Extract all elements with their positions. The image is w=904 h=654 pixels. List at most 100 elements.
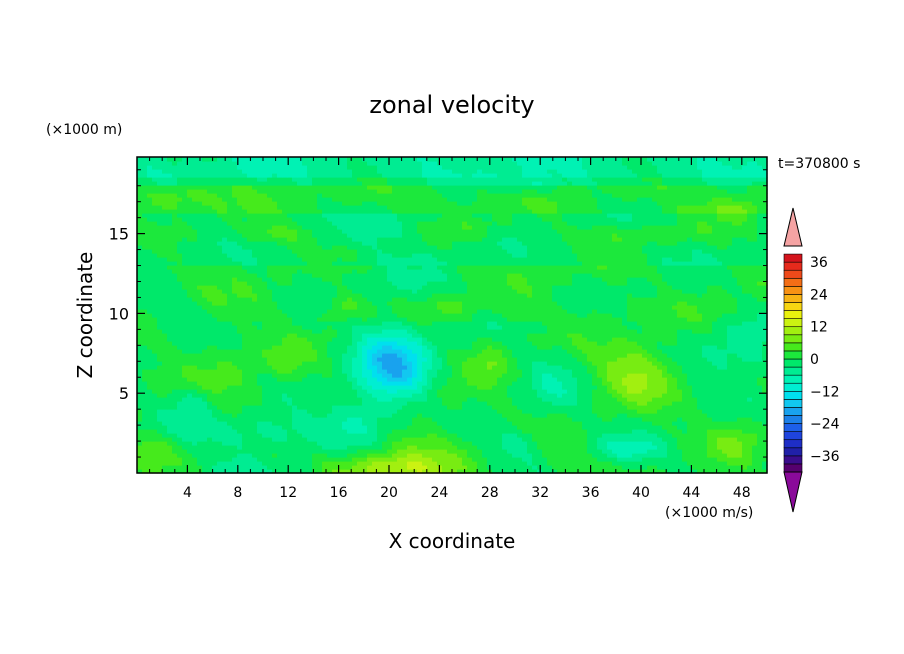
heatmap-cell: [632, 441, 638, 446]
heatmap-cell: [487, 457, 493, 462]
heatmap-cell: [357, 337, 363, 342]
heatmap-cell: [217, 417, 223, 422]
heatmap-cell: [487, 449, 493, 454]
heatmap-cell: [522, 405, 528, 410]
heatmap-cell: [527, 421, 533, 426]
heatmap-cell: [762, 377, 768, 382]
heatmap-cell: [742, 449, 748, 454]
heatmap-cell: [672, 333, 678, 338]
heatmap-cell: [432, 393, 438, 398]
heatmap-cell: [152, 357, 158, 362]
heatmap-cell: [617, 469, 623, 474]
heatmap-cell: [252, 373, 258, 378]
heatmap-cell: [402, 385, 408, 390]
heatmap-cell: [187, 433, 193, 438]
heatmap-cell: [607, 409, 613, 414]
heatmap-cell: [757, 393, 763, 398]
heatmap-cell: [572, 409, 578, 414]
heatmap-cell: [397, 341, 403, 346]
heatmap-cell: [652, 433, 658, 438]
heatmap-cell: [697, 345, 703, 350]
heatmap-cell: [402, 353, 408, 358]
heatmap-cell: [552, 337, 558, 342]
heatmap-cell: [312, 333, 318, 338]
heatmap-cell: [152, 417, 158, 422]
heatmap-cell: [437, 441, 443, 446]
heatmap-cell: [207, 441, 213, 446]
heatmap-cell: [447, 393, 453, 398]
heatmap-cell: [532, 361, 538, 366]
heatmap-cell: [727, 433, 733, 438]
heatmap-cell: [427, 373, 433, 378]
heatmap-cell: [277, 469, 283, 474]
heatmap-cell: [277, 361, 283, 366]
heatmap-cell: [302, 317, 308, 322]
heatmap-cell: [652, 417, 658, 422]
heatmap-cell: [432, 381, 438, 386]
heatmap-cell: [387, 453, 393, 458]
heatmap-cell: [747, 417, 753, 422]
heatmap-cell: [682, 361, 688, 366]
heatmap-cell: [652, 381, 658, 386]
heatmap-cell: [167, 349, 173, 354]
heatmap-cell: [147, 333, 153, 338]
heatmap-cell: [547, 421, 553, 426]
heatmap-cell: [442, 313, 448, 318]
heatmap-cell: [377, 313, 383, 318]
heatmap-cell: [157, 425, 163, 430]
heatmap-cell: [572, 433, 578, 438]
heatmap-cell: [667, 393, 673, 398]
heatmap-cell: [742, 421, 748, 426]
heatmap-cell: [182, 453, 188, 458]
heatmap-cell: [707, 385, 713, 390]
heatmap-cell: [317, 369, 323, 374]
heatmap-cell: [522, 369, 528, 374]
heatmap-cell: [322, 449, 328, 454]
heatmap-cell: [577, 345, 583, 350]
heatmap-cell: [592, 337, 598, 342]
heatmap-cell: [287, 433, 293, 438]
heatmap-cell: [392, 397, 398, 402]
heatmap-cell: [482, 441, 488, 446]
heatmap-cell: [297, 361, 303, 366]
heatmap-cell: [667, 397, 673, 402]
heatmap-cell: [317, 405, 323, 410]
heatmap-cell: [162, 417, 168, 422]
heatmap-cell: [717, 445, 723, 450]
heatmap-cell: [217, 441, 223, 446]
heatmap-cell: [707, 429, 713, 434]
heatmap-cell: [487, 409, 493, 414]
heatmap-cell: [527, 365, 533, 370]
heatmap-cell: [402, 313, 408, 318]
heatmap-cell: [237, 409, 243, 414]
heatmap-cell: [332, 313, 338, 318]
heatmap-cell: [447, 465, 453, 470]
heatmap-cell: [632, 345, 638, 350]
heatmap-cell: [502, 453, 508, 458]
heatmap-cell: [637, 469, 643, 474]
heatmap-cell: [652, 337, 658, 342]
heatmap-cell: [377, 429, 383, 434]
heatmap-cell: [237, 405, 243, 410]
heatmap-cell: [662, 361, 668, 366]
heatmap-cell: [232, 361, 238, 366]
heatmap-cell: [152, 329, 158, 334]
heatmap-cell: [342, 321, 348, 326]
heatmap-cell: [352, 401, 358, 406]
heatmap-cell: [412, 421, 418, 426]
heatmap-cell: [727, 469, 733, 474]
heatmap-cell: [217, 461, 223, 466]
heatmap-cell: [377, 465, 383, 470]
heatmap-cell: [647, 353, 653, 358]
heatmap-cell: [137, 313, 143, 318]
heatmap-cell: [527, 317, 533, 322]
heatmap-cell: [567, 413, 573, 418]
heatmap-cell: [732, 333, 738, 338]
heatmap-cell: [392, 325, 398, 330]
heatmap-cell: [477, 333, 483, 338]
heatmap-cell: [417, 369, 423, 374]
heatmap-cell: [457, 321, 463, 326]
heatmap-cell: [617, 329, 623, 334]
heatmap-cell: [357, 345, 363, 350]
heatmap-cell: [762, 365, 768, 370]
